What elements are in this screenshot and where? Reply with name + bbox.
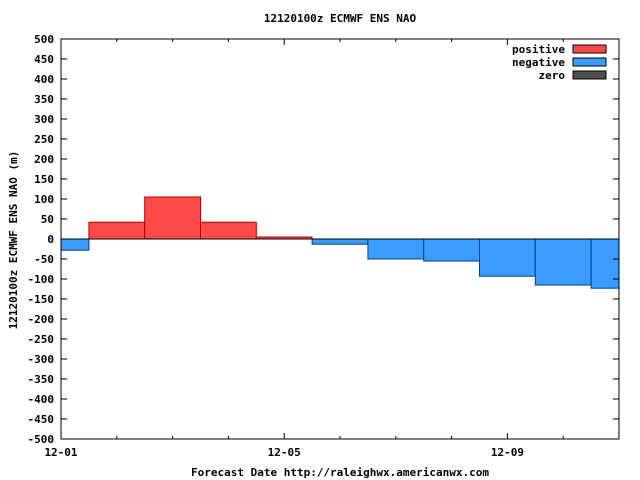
y-tick-label: -400: [28, 393, 55, 406]
negative-bar-5: [311, 238, 369, 245]
legend-label-negative: negative: [512, 56, 565, 69]
legend-swatch-negative: [572, 57, 607, 67]
x-tick-label: 12-05: [268, 446, 301, 459]
legend-label-positive: positive: [512, 43, 565, 56]
negative-bar-10: [590, 238, 620, 289]
y-tick-label: 250: [34, 133, 54, 146]
x-tick-label: 12-01: [44, 446, 77, 459]
chart-title: 12120100z ECMWF ENS NAO: [264, 12, 417, 25]
positive-bar-2: [144, 196, 201, 240]
y-tick-label: 50: [41, 213, 54, 226]
y-tick-label: -150: [28, 293, 55, 306]
y-tick-label: -250: [28, 333, 55, 346]
bars-group: [60, 196, 620, 289]
y-tick-label: -450: [28, 413, 55, 426]
y-tick-label: 350: [34, 93, 54, 106]
legend-label-zero: zero: [539, 69, 566, 82]
y-tick-label: -200: [28, 313, 55, 326]
legend-swatch-zero: [572, 70, 607, 80]
y-axis-label: 12120100z ECMWF ENS NAO (m): [7, 151, 20, 330]
y-tick-label: 500: [34, 33, 54, 46]
y-tick-label: 400: [34, 73, 54, 86]
negative-bar-9: [534, 238, 592, 286]
x-tick-label: 12-09: [491, 446, 524, 459]
x-axis-label: Forecast Date http://raleighwx.americanw…: [191, 466, 489, 479]
negative-bar-6: [367, 238, 425, 260]
y-tick-label: -300: [28, 353, 55, 366]
negative-bar-8: [479, 238, 536, 277]
y-tick-label: 100: [34, 193, 54, 206]
plot-frame: [60, 38, 620, 440]
positive-bar-3: [200, 221, 257, 240]
x-axis: 12-01 12-05 12-09: [44, 39, 564, 459]
legend-swatch-positive: [572, 44, 607, 54]
positive-bar-1: [88, 221, 146, 240]
y-tick-label: -100: [28, 273, 55, 286]
negative-bar-0: [60, 238, 90, 251]
y-tick-label: -50: [34, 253, 54, 266]
y-tick-label: 200: [34, 153, 54, 166]
y-tick-label: 150: [34, 173, 54, 186]
y-tick-label: 0: [47, 233, 54, 246]
y-axis: 500450400350300250200150100500-50-100-15…: [28, 33, 619, 446]
negative-bar-7: [423, 238, 481, 262]
y-tick-label: -350: [28, 373, 55, 386]
y-tick-label: 450: [34, 53, 54, 66]
y-tick-label: -500: [28, 433, 55, 446]
y-tick-label: 300: [34, 113, 54, 126]
